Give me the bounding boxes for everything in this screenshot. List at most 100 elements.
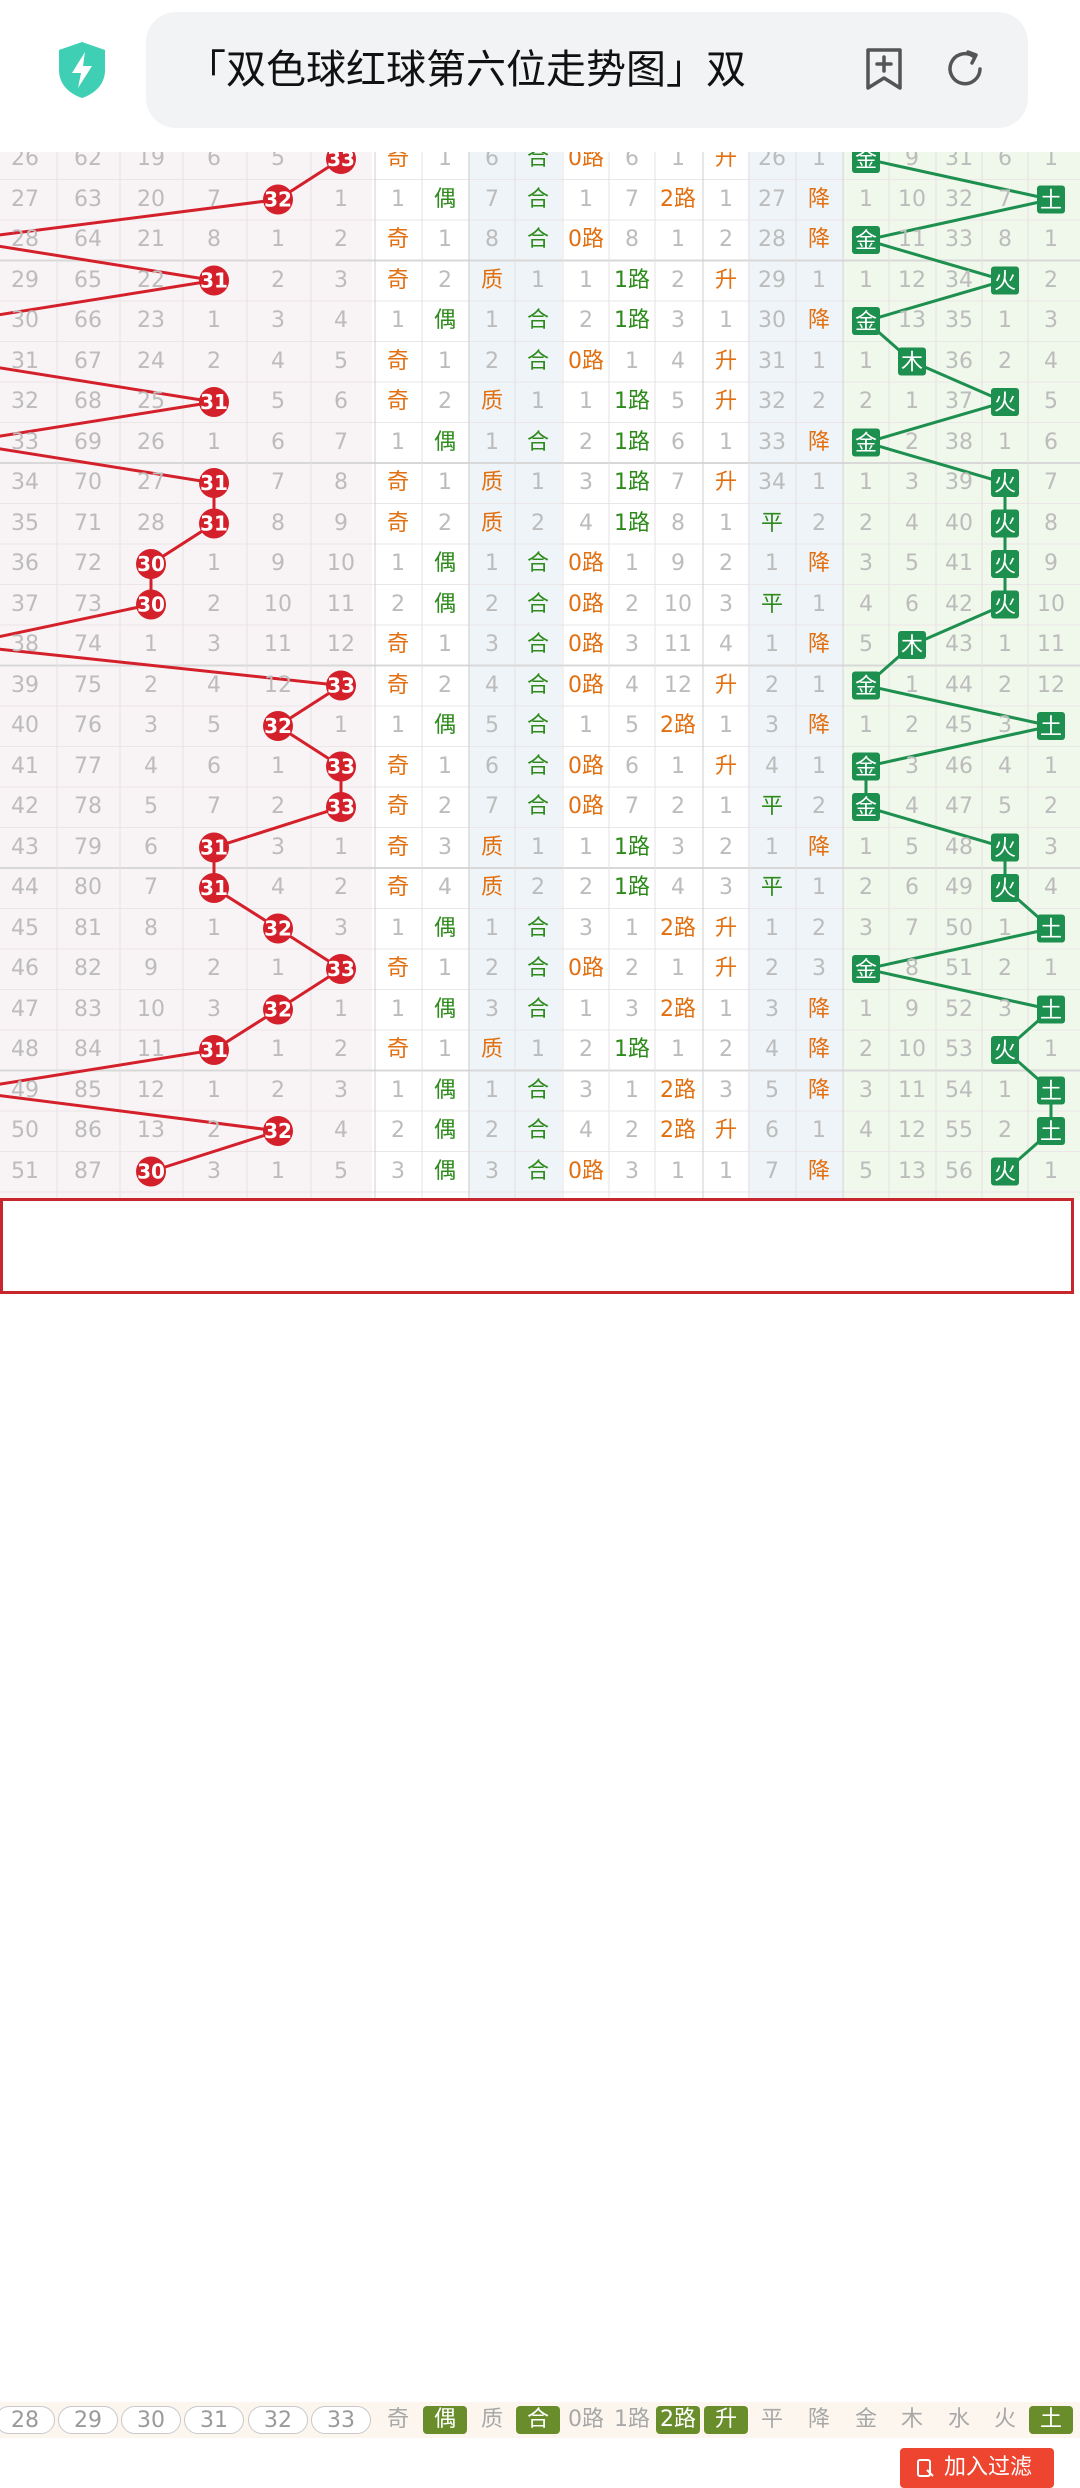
table-cell: 1: [905, 672, 919, 698]
table-cell: 升: [714, 753, 737, 779]
table-cell: 74: [74, 632, 102, 657]
table-cell: 3: [671, 834, 685, 860]
filter-option-13[interactable]: 火: [993, 2407, 1016, 2432]
table-cell: 1: [859, 713, 873, 738]
add-filter-button[interactable]: 加入过滤: [900, 2448, 1054, 2488]
table-cell: 升: [714, 389, 737, 414]
table-cell: 2路: [660, 915, 696, 941]
table-cell: 4: [144, 753, 158, 779]
table-cell: 1: [1044, 1158, 1058, 1184]
filter-option-14[interactable]: 土: [1029, 2406, 1073, 2434]
table-cell: 3: [579, 470, 593, 495]
table-cell: 35: [11, 510, 39, 536]
filter-option-10[interactable]: 金: [854, 2407, 877, 2432]
filter-number-30[interactable]: 30: [121, 2406, 181, 2434]
shield-bolt-icon[interactable]: [56, 40, 108, 100]
table-cell: 26: [758, 152, 786, 171]
filter-option-1[interactable]: 偶: [423, 2406, 467, 2434]
table-cell: 升: [714, 1118, 737, 1143]
table-cell: 1: [391, 186, 405, 212]
red-ball: [263, 184, 293, 215]
table-cell: 4: [579, 1118, 593, 1143]
table-cell: 30: [758, 308, 786, 333]
element-box: [852, 671, 880, 700]
table-cell: 偶: [433, 429, 456, 455]
table-cell: 2: [859, 1037, 873, 1062]
filter-option-2[interactable]: 质: [480, 2407, 503, 2432]
table-cell: 0路: [568, 551, 604, 576]
filter-option-8[interactable]: 平: [760, 2407, 783, 2432]
table-cell: 1: [765, 632, 779, 657]
table-cell: 8: [625, 227, 639, 252]
element-box: [1037, 712, 1065, 740]
element-box: [852, 752, 880, 781]
table-cell: 12: [264, 672, 292, 698]
table-cell: 4: [1044, 875, 1058, 900]
table-cell: 2: [438, 510, 452, 536]
table-cell: 47: [11, 996, 39, 1022]
element-box: [1037, 185, 1065, 214]
add-filter-label: 加入过滤: [943, 2455, 1032, 2480]
filter-number-31[interactable]: 31: [184, 2406, 244, 2434]
table-cell: 36: [11, 551, 39, 576]
table-cell: 3: [1044, 308, 1058, 333]
filter-option-12[interactable]: 水: [947, 2407, 970, 2432]
filter-option-7[interactable]: 升: [704, 2406, 748, 2434]
table-cell: 31: [11, 348, 39, 374]
element-box: [991, 509, 1019, 538]
table-cell: 1: [719, 429, 733, 455]
table-cell: 降: [807, 713, 830, 738]
table-cell: 9: [334, 510, 348, 536]
red-ball: [326, 954, 356, 984]
address-bar[interactable]: 「双色球红球第六位走势图」双: [146, 12, 1028, 128]
table-cell: 1: [1044, 1037, 1058, 1062]
table-cell: 质: [480, 510, 503, 536]
table-cell: 51: [11, 1158, 39, 1184]
add-bookmark-icon[interactable]: [862, 46, 906, 92]
table-cell: 降: [807, 632, 830, 657]
table-cell: 3: [765, 713, 779, 738]
filter-number-29[interactable]: 29: [58, 2406, 118, 2434]
table-cell: 2: [485, 1118, 499, 1143]
table-cell: 奇: [386, 1037, 409, 1062]
filter-number-28[interactable]: 28: [0, 2406, 55, 2434]
table-cell: 1: [719, 186, 733, 212]
table-cell: 降: [807, 1077, 830, 1103]
table-cell: 2: [207, 956, 221, 981]
filter-number-32[interactable]: 32: [248, 2406, 308, 2434]
table-cell: 2: [671, 794, 685, 819]
table-cell: 7: [485, 186, 499, 212]
table-cell: 2: [998, 956, 1012, 981]
table-cell: 3: [334, 1077, 348, 1103]
table-cell: 36: [945, 348, 973, 374]
red-ball: [199, 1035, 229, 1065]
table-cell: 9: [1044, 551, 1058, 576]
table-cell: 1: [812, 753, 826, 779]
table-cell: 2: [625, 1118, 639, 1143]
table-cell: 合: [526, 794, 549, 819]
table-cell: 1: [671, 227, 685, 252]
filter-option-4[interactable]: 0路: [568, 2407, 604, 2432]
table-cell: 偶: [433, 915, 456, 941]
filter-option-9[interactable]: 降: [807, 2407, 830, 2432]
table-cell: 9: [905, 996, 919, 1022]
table-cell: 合: [526, 956, 549, 981]
table-cell: 1: [207, 551, 221, 576]
table-cell: 11: [264, 632, 292, 657]
filter-option-5[interactable]: 1路: [614, 2407, 650, 2432]
table-cell: 奇: [386, 227, 409, 252]
table-cell: 7: [144, 875, 158, 900]
table-cell: 63: [74, 186, 102, 212]
filter-option-0[interactable]: 奇: [386, 2407, 409, 2432]
reload-icon[interactable]: [942, 46, 988, 92]
table-cell: 5: [334, 348, 348, 374]
filter-number-33[interactable]: 33: [311, 2406, 371, 2434]
table-cell: 5: [859, 632, 873, 657]
filter-option-3[interactable]: 合: [516, 2406, 560, 2434]
filter-option-6[interactable]: 2路: [656, 2406, 700, 2434]
table-cell: 80: [74, 875, 102, 900]
table-cell: 70: [74, 470, 102, 495]
filter-option-11[interactable]: 木: [900, 2407, 923, 2432]
table-cell: 2: [719, 834, 733, 860]
